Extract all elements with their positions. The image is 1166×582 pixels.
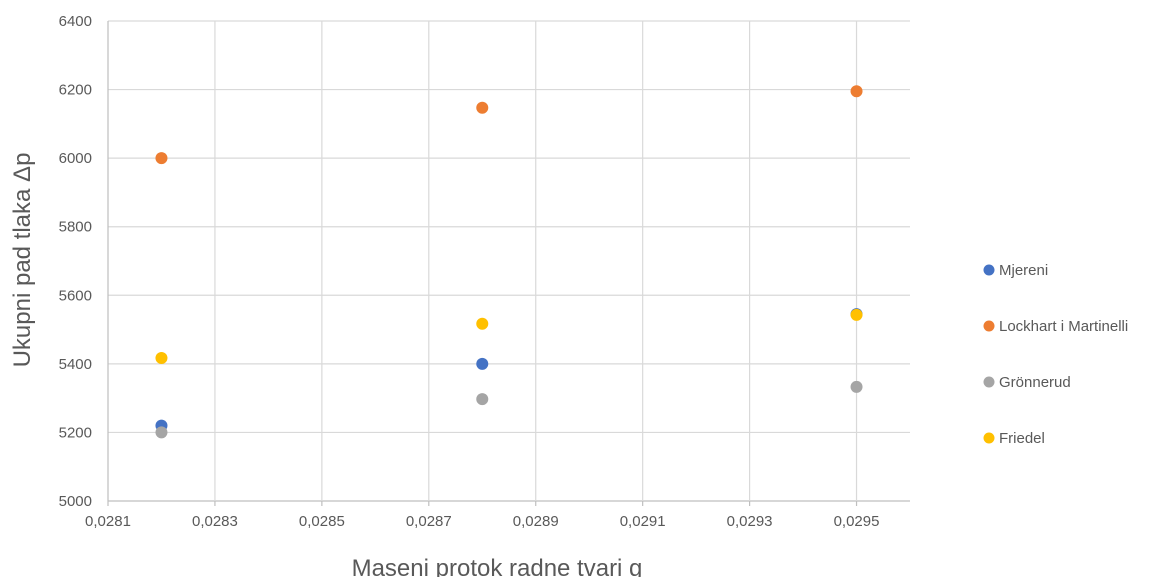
legend-marker <box>983 432 995 444</box>
x-tick-labels: 0,0281 0,0283 0,0285 0,0287 0,0289 0,0291 0,02… <box>85 513 879 530</box>
x-tick-label: 0,0287 <box>406 513 452 530</box>
x-axis-title: Maseni protok radne tvari g <box>352 555 643 577</box>
x-tick-label: 0,0283 <box>192 513 238 530</box>
legend-label: Lockhart i Martinelli <box>999 318 1128 335</box>
x-tick-label: 0,0291 <box>620 513 666 530</box>
data-point <box>850 308 863 321</box>
y-tick-label: 5600 <box>59 287 92 304</box>
y-tick-label: 6400 <box>59 13 92 30</box>
legend-label: Grönnerud <box>999 374 1071 391</box>
x-tick-label: 0,0293 <box>727 513 773 530</box>
data-point <box>476 393 489 406</box>
y-axis-title: Ukupni pad tlaka Δp <box>9 153 36 368</box>
data-points <box>155 85 863 439</box>
legend-marker <box>983 320 995 332</box>
data-point <box>850 380 863 393</box>
x-tick-label: 0,0285 <box>299 513 345 530</box>
legend: Mjereni Lockhart i Martinelli Grönnerud Fri… <box>983 262 1128 447</box>
y-tick-label: 6000 <box>59 150 92 167</box>
legend-marker <box>983 264 995 276</box>
legend-label: Mjereni <box>999 262 1048 279</box>
x-tick-label: 0,0289 <box>513 513 559 530</box>
data-point <box>476 101 489 114</box>
y-tick-label: 5200 <box>59 424 92 441</box>
y-tick-label: 5000 <box>59 493 92 510</box>
data-point <box>476 317 489 330</box>
legend-marker <box>983 376 995 388</box>
y-tick-label: 5400 <box>59 356 92 373</box>
x-tick-label: 0,0295 <box>834 513 880 530</box>
y-tick-label: 5800 <box>59 219 92 236</box>
data-point <box>155 152 168 165</box>
data-point <box>850 85 863 98</box>
data-point <box>155 426 168 439</box>
y-tick-label: 6200 <box>59 82 92 99</box>
grid-lines <box>107 20 910 506</box>
y-tick-labels: 5000 5200 5400 5600 5800 6000 6200 6400 <box>59 13 92 510</box>
data-point <box>155 352 168 365</box>
x-tick-label: 0,0281 <box>85 513 131 530</box>
data-point <box>476 357 489 370</box>
legend-label: Friedel <box>999 430 1045 447</box>
